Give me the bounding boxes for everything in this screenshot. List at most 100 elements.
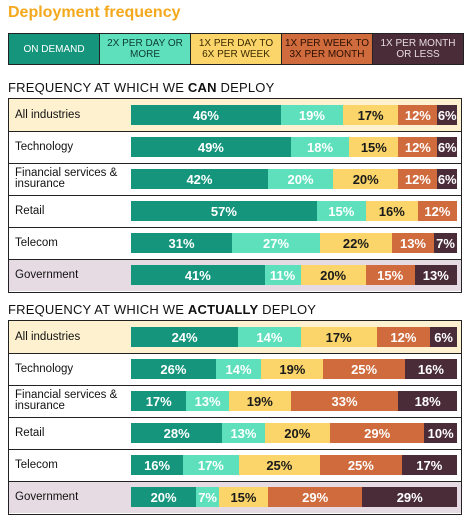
category-label: All industries [15, 330, 81, 343]
bar-segment: 16% [404, 359, 457, 379]
bar-segment: 20% [333, 169, 399, 189]
stacked-bar: 26% 14% 19% 25% 16% [131, 359, 457, 379]
row-divider [9, 131, 461, 132]
chart-row: Telecom 16% 17% 25% 25% 17% [9, 449, 461, 481]
bar-segment: 20% [264, 423, 330, 443]
chart-row: All industries 46% 19% 17% 12% 6% [9, 99, 461, 131]
bar-segment: 29% [329, 423, 425, 443]
bar-segment: 7% [434, 233, 457, 253]
legend-item: ON DEMAND [8, 33, 100, 65]
bar-segment: 10% [424, 423, 457, 443]
stacked-bar: 16% 17% 25% 25% 17% [131, 455, 457, 475]
chart-row: Retail 57% 15% 16% 12% [9, 195, 461, 227]
bar-segment: 46% [131, 105, 281, 125]
bar-segment: 6% [437, 137, 457, 157]
bar-segment: 13% [222, 423, 265, 443]
bar-segment: 31% [131, 233, 233, 253]
bar-segment: 12% [417, 201, 457, 221]
category-label: Government [15, 490, 79, 503]
stacked-bar: 20% 7% 15% 29% 29% [131, 487, 457, 507]
bar-segment: 18% [398, 391, 457, 411]
bar-segment: 26% [131, 359, 216, 379]
row-divider [9, 259, 461, 260]
bar-segment: 14% [238, 327, 301, 347]
bar-segment: 25% [320, 455, 402, 475]
category-label: Telecom [15, 236, 58, 249]
bar-segment: 12% [398, 169, 438, 189]
bar-segment: 27% [232, 233, 321, 253]
legend-item: 2X PER DAY OR MORE [99, 33, 191, 65]
bar-segment: 14% [215, 359, 262, 379]
bar-segment: 24% [131, 327, 239, 347]
bar-segment: 13% [186, 391, 229, 411]
bar-segment: 19% [261, 359, 324, 379]
row-divider [9, 449, 461, 450]
bar-segment: 13% [391, 233, 435, 253]
bar-segment: 29% [267, 487, 363, 507]
bar-segment: 29% [362, 487, 457, 507]
bar-segment: 33% [290, 391, 399, 411]
stacked-bar: 28% 13% 20% 29% 10% [131, 423, 457, 443]
bar-segment: 19% [228, 391, 291, 411]
row-divider [9, 195, 461, 196]
row-divider [9, 163, 461, 164]
stacked-bar: 49% 18% 15% 12% 6% [131, 137, 457, 157]
chart-row: Technology 26% 14% 19% 25% 16% [9, 353, 461, 385]
bar-segment: 17% [342, 105, 399, 125]
section-title-bold: CAN [187, 80, 217, 95]
bar-segment: 12% [398, 137, 438, 157]
chart-row: All industries 24% 14% 17% 12% 6% [9, 321, 461, 353]
bar-segment: 17% [300, 327, 377, 347]
category-label: Retail [15, 426, 45, 439]
bar-segment: 16% [131, 455, 184, 475]
bar-segment: 57% [131, 201, 317, 221]
section-title-actually: FREQUENCY AT WHICH WE ACTUALLY DEPLOY [8, 302, 316, 317]
legend: ON DEMAND 2X PER DAY OR MORE 1X PER DAY TO… [8, 33, 464, 65]
legend-item: 1X PER WEEK TO 3X PER MONTH [281, 33, 373, 65]
section-title-can: FREQUENCY AT WHICH WE CAN DEPLOY [8, 80, 274, 95]
bar-segment: 17% [401, 455, 457, 475]
bar-segment: 28% [131, 423, 223, 443]
stacked-bar: 17% 13% 19% 33% 18% [131, 391, 457, 411]
chart-row: Retail 28% 13% 20% 29% 10% [9, 417, 461, 449]
legend-item: 1X PER MONTH OR LESS [372, 33, 464, 65]
bar-segment: 6% [437, 169, 457, 189]
bar-segment: 19% [280, 105, 343, 125]
bar-segment: 15% [316, 201, 366, 221]
chart-row: Financial services & insurance 17% 13% 19% 3… [9, 385, 461, 417]
bar-segment: 20% [267, 169, 334, 189]
section-title-pre: FREQUENCY AT WHICH WE [8, 302, 188, 317]
chart-actually-deploy: All industries 24% 14% 17% 12% 6% Technology 26… [8, 320, 462, 515]
category-label: All industries [15, 108, 81, 121]
bar-segment: 16% [365, 201, 418, 221]
bar-segment: 17% [183, 455, 239, 475]
stacked-bar: 57% 15% 16% 12% [131, 201, 457, 221]
chart-can-deploy: All industries 46% 19% 17% 12% 6% Technology 49… [8, 98, 462, 293]
bar-segment: 13% [414, 265, 457, 285]
chart-row: Government 41% 11% 20% 15% 13% [9, 259, 461, 291]
section-title-post: DEPLOY [216, 80, 275, 95]
bar-segment: 49% [131, 137, 291, 157]
category-label: Financial services & insurance [15, 167, 118, 190]
chart-row: Telecom 31% 27% 22% 13% 7% [9, 227, 461, 259]
stacked-bar: 31% 27% 22% 13% 7% [131, 233, 457, 253]
bar-segment: 7% [196, 487, 219, 507]
chart-row: Government 20% 7% 15% 29% 29% [9, 481, 461, 513]
chart-row: Financial services & insurance 42% 20% 20% 1… [9, 163, 461, 195]
bar-segment: 17% [131, 391, 187, 411]
bar-segment: 6% [437, 105, 457, 125]
bar-segment: 11% [264, 265, 301, 285]
section-title-bold: ACTUALLY [187, 302, 259, 317]
bar-segment: 15% [219, 487, 268, 507]
category-label: Financial services & insurance [15, 389, 118, 412]
category-label: Government [15, 268, 79, 281]
bar-segment: 12% [376, 327, 431, 347]
bar-segment: 15% [349, 137, 399, 157]
stacked-bar: 42% 20% 20% 12% 6% [131, 169, 457, 189]
chart-row: Technology 49% 18% 15% 12% 6% [9, 131, 461, 163]
bar-segment: 41% [131, 265, 265, 285]
category-label: Telecom [15, 458, 58, 471]
bar-segment: 22% [320, 233, 392, 253]
row-divider [9, 417, 461, 418]
chart-title: Deployment frequency [8, 4, 181, 21]
